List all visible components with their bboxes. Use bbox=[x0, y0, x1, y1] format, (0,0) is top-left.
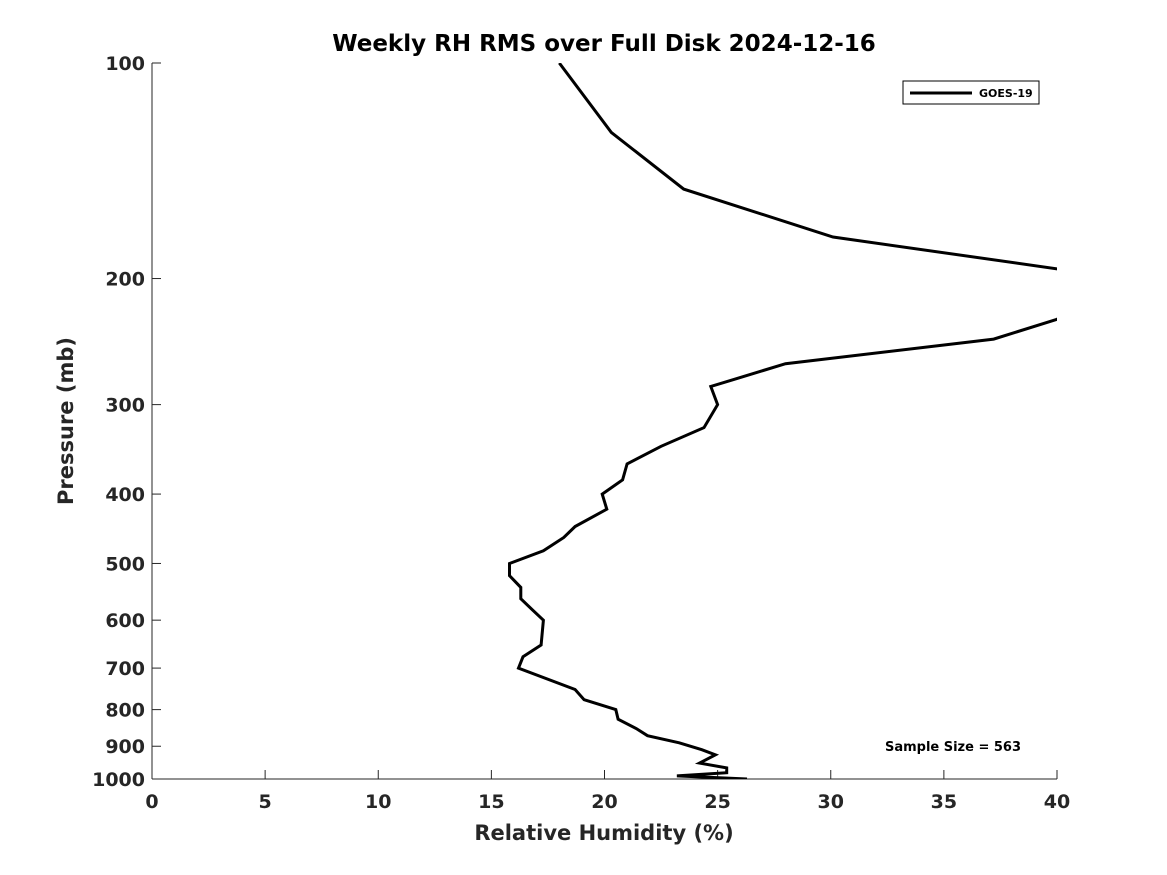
y-tick-label: 500 bbox=[105, 553, 145, 575]
y-tick-label: 600 bbox=[105, 610, 145, 632]
x-axis-label: Relative Humidity (%) bbox=[474, 821, 733, 845]
y-tick-label: 200 bbox=[105, 269, 145, 291]
x-tick-label: 10 bbox=[365, 791, 391, 813]
x-tick-label: 40 bbox=[1044, 791, 1070, 813]
y-tick-label: 300 bbox=[105, 395, 145, 417]
x-tick-label: 25 bbox=[704, 791, 730, 813]
y-tick-label: 400 bbox=[105, 484, 145, 506]
series-line-goes-19 bbox=[508, 63, 1057, 779]
x-tick-label: 0 bbox=[145, 791, 158, 813]
y-tick-label: 100 bbox=[105, 53, 145, 75]
y-axis-ticks: 100 200 300 400 500 600 700 800 900 1000 bbox=[92, 53, 161, 791]
chart-title: Weekly RH RMS over Full Disk 2024-12-16 bbox=[332, 31, 876, 57]
y-tick-label: 900 bbox=[105, 736, 145, 758]
legend-label-goes-19: GOES-19 bbox=[979, 87, 1033, 100]
x-tick-label: 35 bbox=[931, 791, 957, 813]
y-axis-label: Pressure (mb) bbox=[54, 337, 78, 505]
x-tick-label: 30 bbox=[818, 791, 844, 813]
x-tick-label: 15 bbox=[478, 791, 504, 813]
x-axis-ticks: 0 5 10 15 20 25 30 35 40 bbox=[145, 770, 1070, 813]
series-clip-group bbox=[508, 63, 1057, 779]
y-tick-label: 1000 bbox=[92, 769, 145, 791]
sample-size-annotation: Sample Size = 563 bbox=[885, 740, 1021, 755]
x-tick-label: 20 bbox=[591, 791, 617, 813]
legend: GOES-19 bbox=[902, 80, 1040, 105]
x-tick-label: 5 bbox=[259, 791, 272, 813]
plot-area bbox=[152, 63, 1057, 779]
y-tick-label: 800 bbox=[105, 700, 145, 722]
y-tick-label: 700 bbox=[105, 658, 145, 680]
